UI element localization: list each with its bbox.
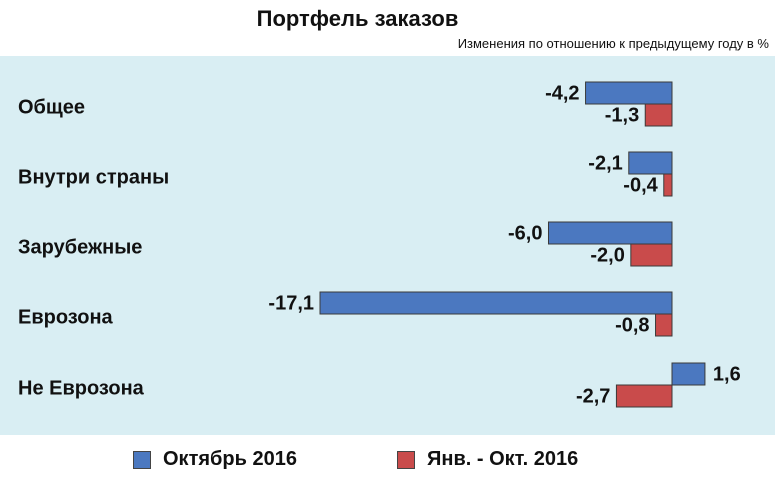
legend: Октябрь 2016 Янв. - Окт. 2016 — [0, 448, 775, 478]
bar-series-1 — [547, 221, 673, 245]
category-label: Внутри страны — [18, 166, 169, 188]
data-label: -2,7 — [576, 385, 610, 407]
legend-swatch-series-2 — [397, 450, 415, 469]
data-label: -0,4 — [623, 174, 658, 196]
bar-series-2 — [644, 103, 673, 127]
data-label: -1,3 — [605, 104, 639, 126]
bar-series-1 — [585, 81, 673, 105]
chart-subtitle: Изменения по отношению к предыдущему год… — [457, 36, 769, 51]
data-label: -0,8 — [615, 314, 649, 336]
legend-item-series-1: Октябрь 2016 — [133, 448, 297, 471]
data-label: -2,0 — [590, 244, 624, 266]
bar-series-2 — [630, 243, 673, 267]
data-label: -4,2 — [545, 82, 579, 104]
legend-swatch-series-1 — [133, 450, 151, 469]
data-label: -2,1 — [588, 152, 622, 174]
category-label: Общее — [18, 96, 85, 118]
bar-series-1 — [628, 151, 673, 175]
bar-series-1 — [671, 362, 706, 386]
legend-item-series-2: Янв. - Окт. 2016 — [397, 448, 578, 471]
legend-label-series-1: Октябрь 2016 — [163, 448, 297, 470]
bar-series-2 — [663, 173, 673, 197]
bar-chart: Общее -4,2 -1,3 Внутри страны -2,1-0,4 Зарубе… — [18, 81, 741, 408]
data-label: -6,0 — [508, 222, 542, 244]
data-label: -17,1 — [268, 292, 314, 314]
bar-series-1 — [319, 291, 673, 315]
legend-label-series-2: Янв. - Окт. 2016 — [427, 448, 579, 470]
bar-series-2 — [615, 384, 673, 408]
chart-title: Портфель заказов — [256, 6, 459, 31]
bar-series-2 — [655, 313, 673, 337]
plot-area: Общее -4,2 -1,3 Внутри страны -2,1 -0,4 Зарубе… — [0, 56, 775, 435]
category-label: Зарубежные — [18, 236, 142, 258]
category-label: Не Еврозона — [18, 377, 145, 399]
category-label: Еврозона — [18, 306, 114, 328]
data-label: 1,6 — [713, 363, 741, 385]
